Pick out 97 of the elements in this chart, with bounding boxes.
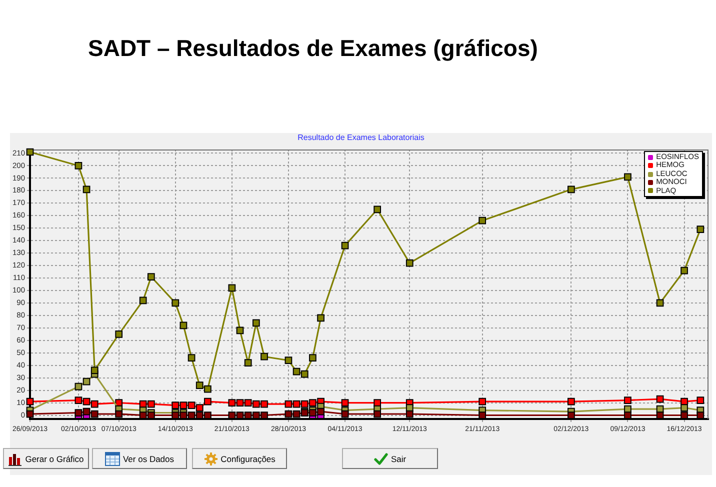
point: [374, 206, 382, 214]
text: Configurações: [192, 448, 287, 469]
point: [26, 148, 34, 156]
point: [188, 412, 196, 419]
point: [341, 399, 349, 406]
point: [204, 412, 212, 419]
point: [82, 378, 90, 386]
point: [680, 266, 688, 274]
point: [82, 186, 90, 194]
point: [478, 216, 486, 224]
point: [568, 186, 575, 194]
point: [406, 259, 414, 267]
point: [26, 398, 34, 406]
point: [228, 284, 236, 292]
point: [374, 410, 382, 418]
point: [139, 296, 147, 304]
point: [180, 322, 188, 330]
point: [696, 412, 704, 419]
point: [624, 396, 632, 404]
point: [317, 314, 324, 322]
point: [147, 400, 155, 408]
point: [236, 399, 244, 406]
point: [252, 319, 260, 327]
point: [656, 299, 664, 307]
point: [406, 410, 414, 418]
point: [568, 412, 575, 419]
point: [228, 412, 236, 419]
point: [252, 400, 260, 408]
point: [260, 400, 268, 408]
point: [478, 398, 486, 406]
point: [244, 359, 252, 367]
point: [90, 410, 98, 418]
point: [624, 412, 632, 419]
point: [115, 330, 123, 338]
point: [196, 404, 204, 412]
point: [317, 408, 324, 416]
point: [90, 400, 98, 408]
point: [172, 402, 180, 409]
point: [292, 400, 300, 408]
point: [90, 366, 98, 374]
point: [656, 412, 664, 419]
point: [147, 273, 155, 280]
point: [284, 400, 292, 408]
point: [196, 412, 204, 419]
text: Ver os Dados: [92, 448, 187, 469]
point: [236, 326, 244, 334]
point: [284, 356, 292, 364]
point: [680, 404, 688, 412]
point: [74, 162, 82, 170]
point: [300, 370, 308, 378]
point: [188, 402, 196, 409]
point: [292, 368, 300, 376]
point: [82, 408, 90, 416]
chart-subtitle: Resultado de Exames Laboratoriais: [296, 133, 426, 143]
point: [74, 382, 82, 390]
point: [180, 412, 188, 419]
point: [74, 396, 82, 404]
point: [624, 173, 632, 181]
point: [260, 352, 268, 360]
point: [82, 398, 90, 406]
point: [139, 412, 147, 419]
point: [696, 226, 704, 234]
point: [204, 398, 212, 406]
point: [196, 382, 204, 389]
point: [341, 410, 349, 418]
point: [680, 412, 688, 419]
point: [568, 398, 575, 406]
point: [172, 412, 180, 419]
point: [309, 354, 316, 362]
point: [300, 400, 308, 408]
point: [26, 410, 34, 418]
point: [478, 412, 486, 419]
point: [406, 404, 414, 412]
point: [115, 410, 123, 418]
point: [309, 399, 316, 406]
point: [374, 399, 382, 406]
point: [244, 412, 252, 419]
point: [696, 396, 704, 404]
point: [204, 385, 212, 393]
point: [236, 412, 244, 419]
point: [284, 410, 292, 418]
point: [341, 242, 349, 250]
point: [656, 395, 664, 403]
chart-title: SADT – Resultados de Exames (gráficos): [88, 35, 538, 62]
point: [309, 409, 316, 416]
point: [292, 410, 300, 418]
text: Gerar o Gráfico: [3, 448, 89, 469]
point: [188, 354, 196, 362]
point: [180, 402, 188, 409]
point: [147, 412, 155, 419]
point: [74, 409, 82, 416]
point: [252, 412, 260, 419]
point: [172, 299, 180, 307]
text: Sair: [342, 448, 438, 469]
point: [244, 399, 252, 406]
point: [228, 399, 236, 406]
point: [260, 412, 268, 419]
